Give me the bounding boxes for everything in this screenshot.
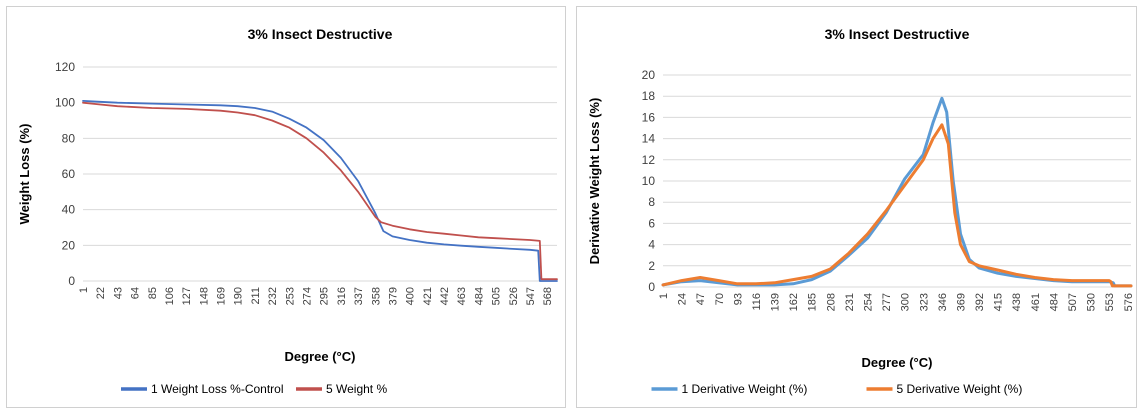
y-axis-label: Weight Loss (%) xyxy=(17,124,32,225)
chart-panel-weight-loss: 3% Insect Destructive 0 20 40 60 80 100 120 1 22 4… xyxy=(6,6,566,408)
x-tick-label: 47 xyxy=(695,293,707,305)
x-tick-label: 106 xyxy=(164,287,176,305)
x-tick-label: 379 xyxy=(387,287,399,305)
x-tick-label: 400 xyxy=(405,287,417,305)
x-tick-label: 208 xyxy=(825,293,837,311)
series-line-1 xyxy=(82,100,558,282)
x-axis-label: Degree (°C) xyxy=(862,355,933,370)
x-tick-label: 162 xyxy=(788,293,800,311)
x-tick-label: 254 xyxy=(862,293,874,311)
x-tick-label: 316 xyxy=(336,287,348,305)
x-tick-label: 70 xyxy=(714,293,726,305)
x-tick-label: 337 xyxy=(353,287,365,305)
series-line-2 xyxy=(82,101,558,281)
legend-label: 5 Weight % xyxy=(326,382,387,396)
x-tick-label: 295 xyxy=(319,287,331,305)
x-tick-label: 461 xyxy=(1030,293,1042,311)
series-line-1 xyxy=(661,96,1133,288)
y-axis-label: Derivative Weight Loss (%) xyxy=(587,98,602,265)
x-axis-label: Degree (°C) xyxy=(285,349,356,364)
y-tick-label: 8 xyxy=(648,195,655,209)
x-tick-label: 232 xyxy=(267,287,279,305)
x-tick-label: 576 xyxy=(1123,293,1135,311)
x-tick-label: 415 xyxy=(993,293,1005,311)
legend-label: 1 Derivative Weight (%) xyxy=(682,382,808,396)
x-tick-label: 421 xyxy=(422,287,434,305)
x-tick-label: 1 xyxy=(78,287,90,293)
legend-label: 1 Weight Loss %-Control xyxy=(151,382,284,396)
y-tick-label: 18 xyxy=(642,89,656,103)
x-tick-label: 64 xyxy=(130,287,142,299)
y-tick-label: 120 xyxy=(55,60,75,74)
y-tick-label: 16 xyxy=(642,110,656,124)
x-tick-label: 253 xyxy=(284,287,296,305)
legend-label: 5 Derivative Weight (%) xyxy=(897,382,1023,396)
x-tick-label: 530 xyxy=(1086,293,1098,311)
series-line-2 xyxy=(661,123,1133,288)
x-tick-label: 553 xyxy=(1104,293,1116,311)
x-tick-label: 300 xyxy=(900,293,912,311)
x-tick-label: 190 xyxy=(233,287,245,305)
x-tick-label: 169 xyxy=(216,287,228,305)
y-tick-label: 2 xyxy=(648,259,655,273)
x-tick-label: 484 xyxy=(473,287,485,305)
y-tick-label: 10 xyxy=(642,174,656,188)
x-tick-label: 211 xyxy=(250,287,262,305)
chart-title: 3% Insect Destructive xyxy=(248,26,393,42)
x-tick-label: 277 xyxy=(881,293,893,311)
y-tick-label: 14 xyxy=(642,132,656,146)
chart-title: 3% Insect Destructive xyxy=(825,26,970,42)
x-tick-label: 85 xyxy=(147,287,159,299)
x-tick-label: 127 xyxy=(181,287,193,305)
x-tick-label: 484 xyxy=(1048,293,1060,311)
y-tick-label: 20 xyxy=(642,68,656,82)
x-tick-label: 274 xyxy=(301,287,313,305)
x-tick-label: 507 xyxy=(1067,293,1079,311)
x-tick-label: 43 xyxy=(112,287,124,299)
x-tick-label: 323 xyxy=(918,293,930,311)
y-tick-label: 0 xyxy=(68,274,75,288)
x-tick-label: 139 xyxy=(770,293,782,311)
y-tick-label: 40 xyxy=(62,203,76,217)
x-tick-label: 1 xyxy=(658,293,670,299)
x-tick-label: 547 xyxy=(525,287,537,305)
x-tick-label: 116 xyxy=(751,293,763,311)
y-tick-label: 100 xyxy=(55,96,75,110)
x-tick-label: 148 xyxy=(198,287,210,305)
x-tick-label: 358 xyxy=(370,287,382,305)
x-tick-label: 442 xyxy=(439,287,451,305)
y-tick-label: 20 xyxy=(62,238,76,252)
x-tick-label: 369 xyxy=(955,293,967,311)
y-tick-label: 0 xyxy=(648,280,655,294)
x-tick-label: 526 xyxy=(508,287,520,305)
x-tick-label: 346 xyxy=(937,293,949,311)
y-tick-label: 4 xyxy=(648,238,655,252)
x-tick-label: 93 xyxy=(732,293,744,305)
y-tick-label: 60 xyxy=(62,167,76,181)
x-tick-label: 438 xyxy=(1011,293,1023,311)
x-tick-label: 463 xyxy=(456,287,468,305)
x-tick-label: 568 xyxy=(542,287,554,305)
x-tick-label: 392 xyxy=(974,293,986,311)
y-tick-label: 6 xyxy=(648,216,655,230)
x-tick-label: 185 xyxy=(807,293,819,311)
x-tick-label: 22 xyxy=(95,287,107,299)
x-tick-label: 231 xyxy=(844,293,856,311)
x-tick-label: 505 xyxy=(491,287,503,305)
y-tick-label: 80 xyxy=(62,131,76,145)
weight-loss-chart: 3% Insect Destructive 0 20 40 60 80 100 120 1 22 4… xyxy=(17,26,558,396)
x-tick-label: 24 xyxy=(677,293,689,305)
chart-panel-derivative: 3% Insect Destructive 0 2 4 6 8 10 12 14 16 18 20 1 2… xyxy=(576,6,1137,408)
y-tick-label: 12 xyxy=(642,153,656,167)
